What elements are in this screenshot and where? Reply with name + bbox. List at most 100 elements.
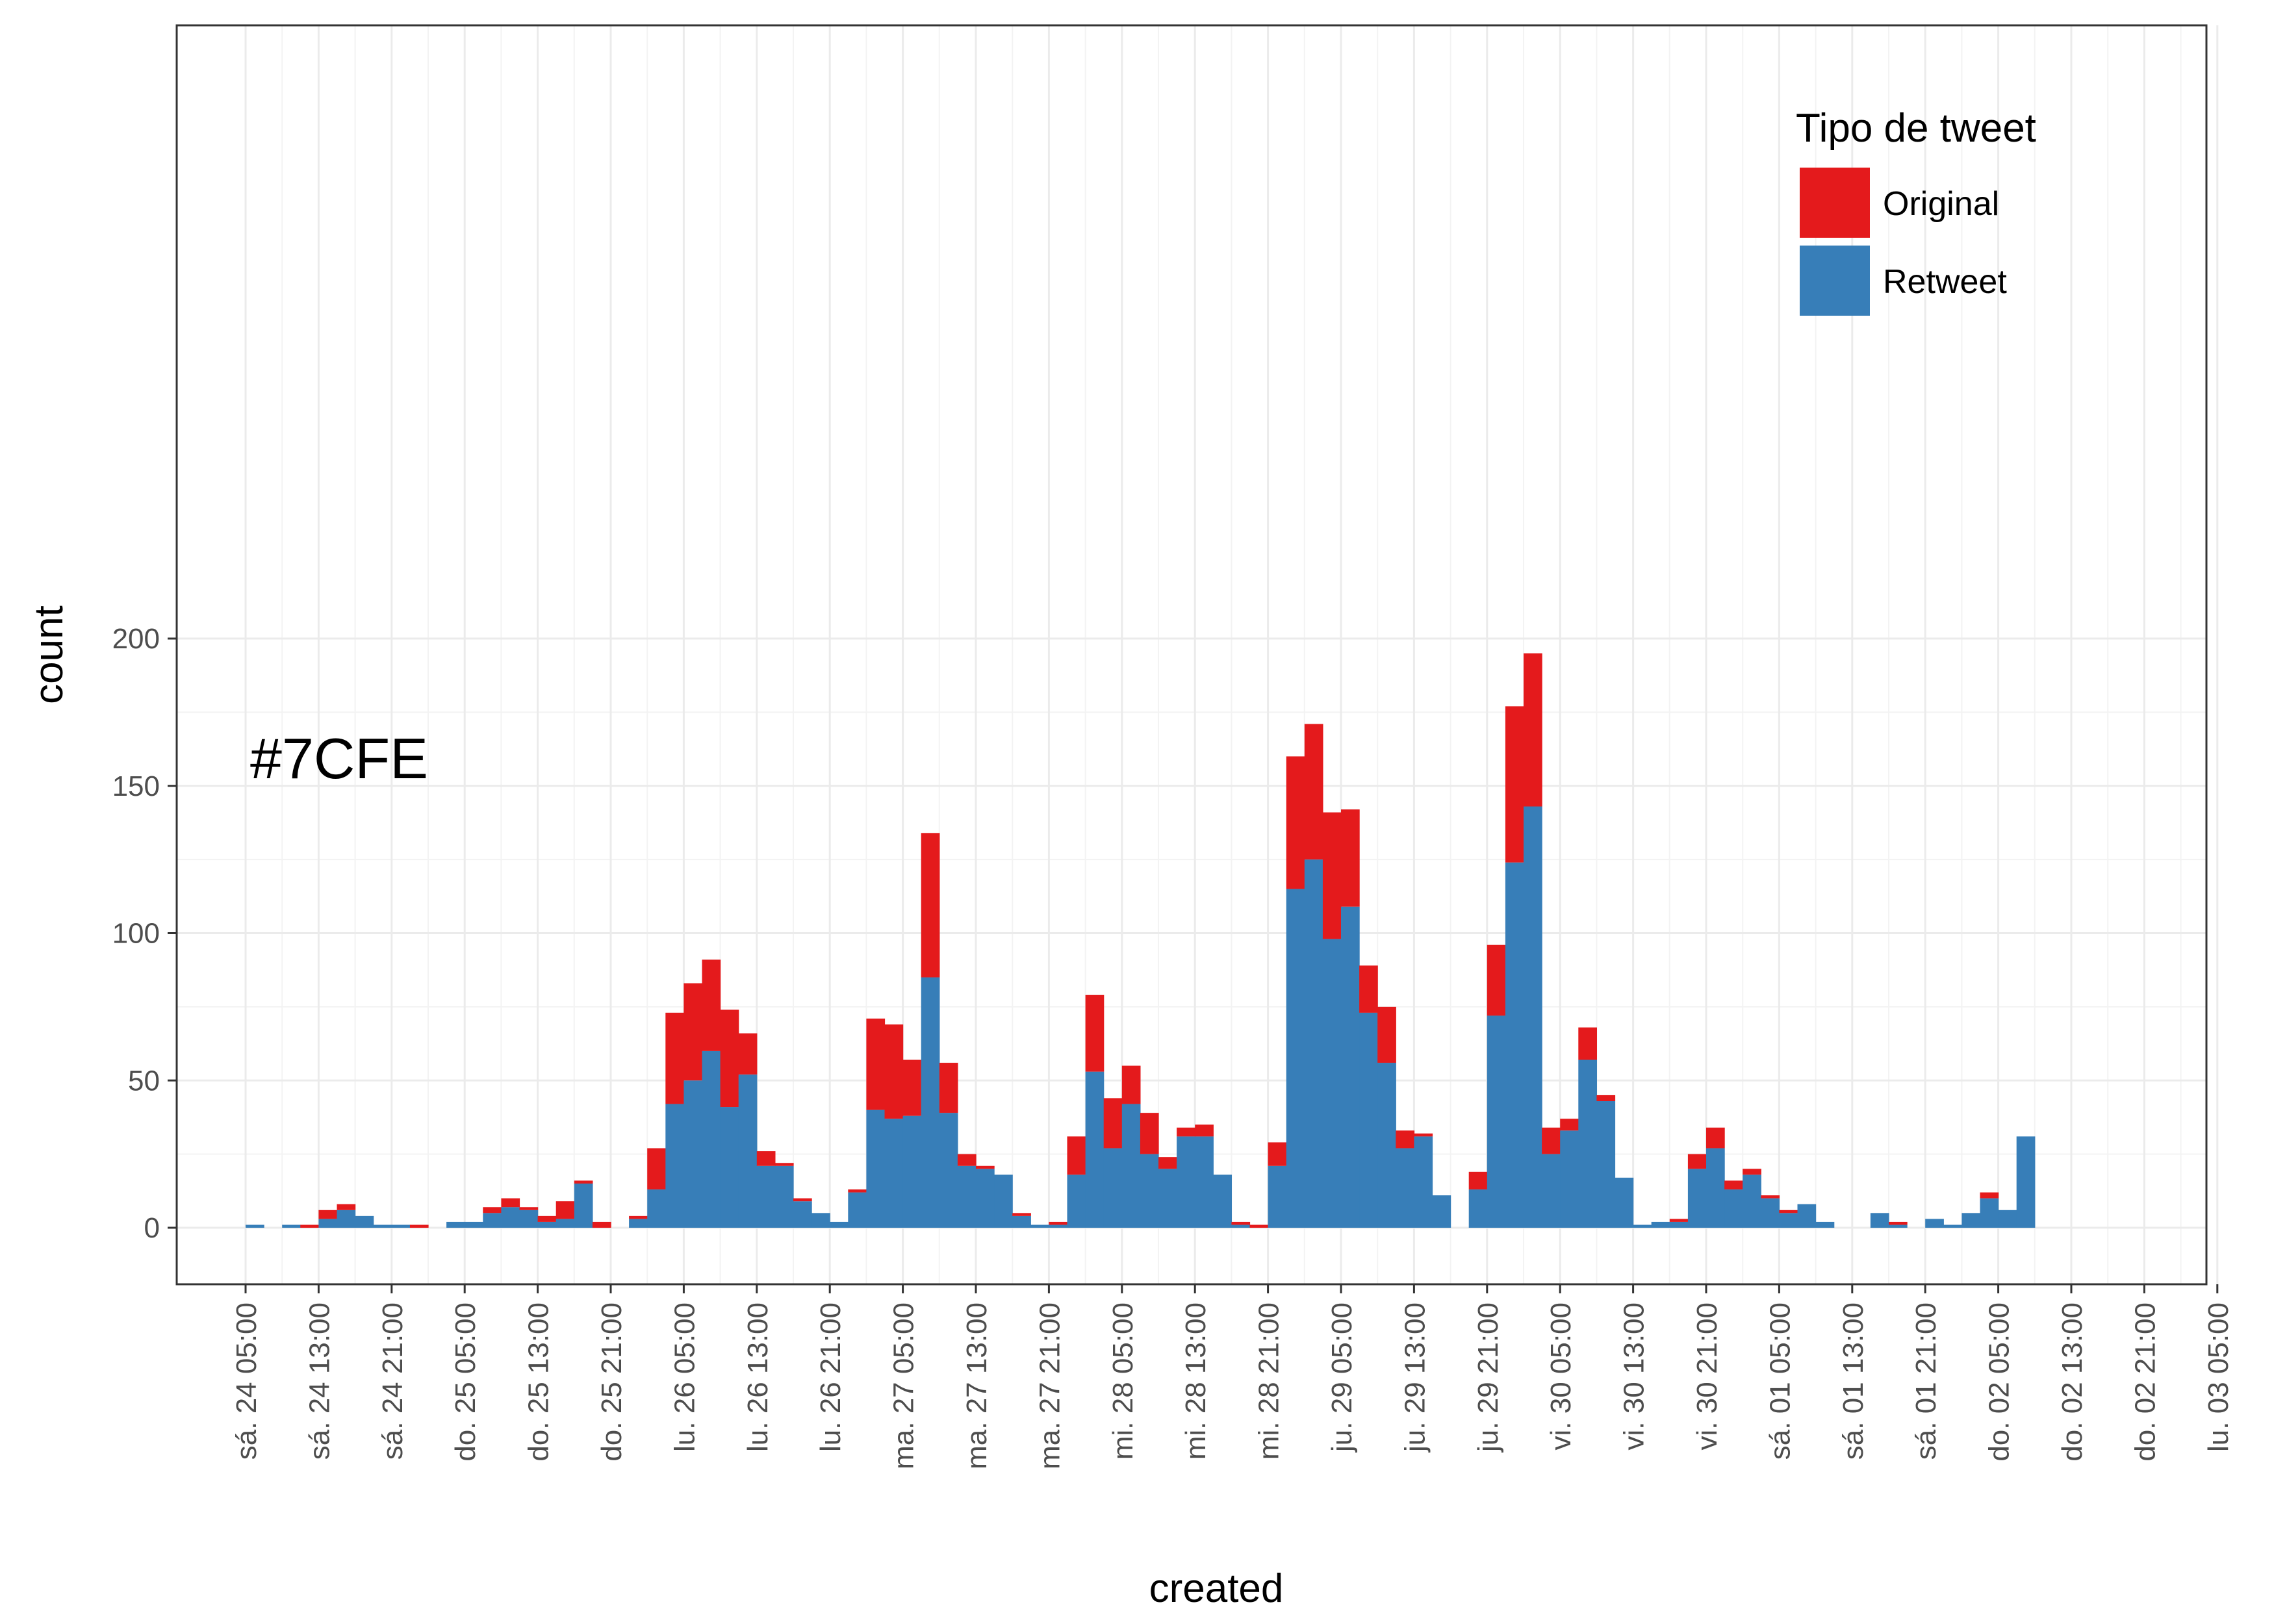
- bar-original: [1542, 1127, 1561, 1154]
- bar-retweet: [902, 1115, 922, 1228]
- bar-retweet: [1030, 1224, 1049, 1228]
- bar-original: [592, 1221, 611, 1228]
- bar-original: [1487, 945, 1506, 1016]
- x-tick-label: vi. 30 05:00: [1545, 1302, 1577, 1451]
- bar-original: [647, 1148, 666, 1190]
- bar-retweet: [282, 1224, 301, 1228]
- bar-retweet: [1377, 1063, 1396, 1228]
- bar-retweet: [1213, 1174, 1232, 1228]
- bar-retweet: [921, 977, 940, 1228]
- bar-retweet: [1761, 1198, 1780, 1228]
- bar-retweet: [1889, 1224, 1908, 1228]
- x-tick-label: sá. 24 13:00: [303, 1302, 335, 1460]
- x-axis-title: created: [1149, 1566, 1284, 1611]
- bar-retweet: [866, 1110, 886, 1228]
- bar-retweet: [1468, 1189, 1488, 1228]
- bar-original: [1414, 1133, 1433, 1137]
- bar-original: [574, 1180, 593, 1184]
- x-tick-label: lu. 26 21:00: [815, 1302, 847, 1452]
- bar-original: [409, 1224, 429, 1228]
- bar-retweet: [957, 1165, 977, 1228]
- y-tick-label: 50: [128, 1065, 160, 1097]
- bar-original: [884, 1024, 904, 1119]
- bar-retweet: [1651, 1221, 1670, 1228]
- bar-original: [1322, 812, 1342, 939]
- x-tick-label: lu. 26 13:00: [742, 1302, 774, 1452]
- bar-retweet: [629, 1219, 648, 1228]
- bar-original: [537, 1215, 557, 1222]
- bar-original: [483, 1207, 502, 1213]
- bar-retweet: [848, 1192, 867, 1228]
- bar-original: [793, 1198, 812, 1202]
- bar-original: [1121, 1065, 1141, 1104]
- bar-original: [629, 1215, 648, 1219]
- bar-retweet: [774, 1165, 794, 1228]
- x-axis: sá. 24 05:00 sá. 24 13:00 sá. 24 21:00 do. …: [231, 1284, 2234, 1469]
- x-tick-label: do. 25 05:00: [450, 1302, 481, 1462]
- bar-retweet: [1396, 1148, 1414, 1228]
- bar-original: [1304, 724, 1323, 860]
- bar-original: [1286, 756, 1305, 889]
- bar-retweet: [519, 1210, 539, 1228]
- bar-retweet: [1706, 1148, 1725, 1228]
- x-tick-label: do. 25 21:00: [596, 1302, 628, 1462]
- bar-retweet: [1797, 1204, 1817, 1228]
- bar-retweet: [556, 1219, 575, 1228]
- bar-retweet: [465, 1221, 483, 1228]
- bar-retweet: [1724, 1189, 1743, 1228]
- bar-retweet: [1615, 1177, 1634, 1228]
- bar-original: [300, 1224, 319, 1228]
- bar-retweet: [1103, 1148, 1123, 1228]
- legend-swatch-retweet: [1800, 246, 1870, 316]
- bar-original: [1578, 1027, 1597, 1060]
- legend-title: Tipo de tweet: [1796, 106, 2036, 151]
- x-tick-label: do. 02 13:00: [2056, 1302, 2088, 1462]
- bar-original: [1779, 1210, 1798, 1213]
- bar-original: [1524, 653, 1542, 807]
- bar-retweet: [1012, 1215, 1031, 1228]
- x-tick-label: ma. 27 05:00: [888, 1302, 920, 1469]
- x-tick-label: vi. 30 13:00: [1618, 1302, 1650, 1451]
- bar-original: [1706, 1127, 1725, 1148]
- bar-retweet: [683, 1080, 703, 1228]
- bar-retweet: [1121, 1104, 1141, 1228]
- y-axis-title: count: [27, 605, 71, 704]
- bar-original: [702, 959, 721, 1051]
- legend-swatch-original: [1800, 168, 1870, 238]
- bar-retweet: [702, 1050, 721, 1228]
- bar-retweet: [1322, 939, 1342, 1228]
- bar-original: [1761, 1195, 1780, 1199]
- x-tick-label: sá. 01 13:00: [1837, 1302, 1869, 1460]
- bar-retweet: [1286, 889, 1305, 1228]
- bar-retweet: [720, 1107, 739, 1228]
- x-tick-label: do. 02 21:00: [2129, 1302, 2161, 1462]
- bar-original: [1341, 809, 1360, 907]
- bar-original: [1359, 965, 1378, 1013]
- y-tick-label: 200: [112, 623, 160, 655]
- x-tick-label: sá. 01 05:00: [1764, 1302, 1796, 1460]
- bar-retweet: [647, 1189, 666, 1228]
- bar-retweet: [738, 1074, 758, 1228]
- bar-original: [1396, 1130, 1414, 1148]
- bar-original: [1249, 1224, 1269, 1228]
- bar-retweet: [665, 1104, 684, 1228]
- y-tick-label: 0: [144, 1212, 160, 1244]
- bar-retweet: [1158, 1169, 1177, 1228]
- bar-retweet: [1560, 1130, 1579, 1228]
- bar-original: [1687, 1154, 1707, 1169]
- bar-retweet: [1687, 1169, 1707, 1228]
- bar-retweet: [1524, 806, 1542, 1228]
- bar-original: [1980, 1192, 1999, 1199]
- bar-retweet: [501, 1207, 520, 1228]
- bar-original: [957, 1154, 977, 1166]
- bar-original: [1140, 1113, 1159, 1154]
- y-tick-label: 150: [112, 770, 160, 802]
- bar-retweet: [1268, 1165, 1287, 1228]
- bar-original: [921, 833, 940, 978]
- bar-original: [848, 1189, 867, 1193]
- bar-retweet: [318, 1219, 338, 1228]
- bar-original: [1468, 1171, 1488, 1190]
- bar-original: [902, 1059, 922, 1116]
- bar-retweet: [1542, 1154, 1561, 1228]
